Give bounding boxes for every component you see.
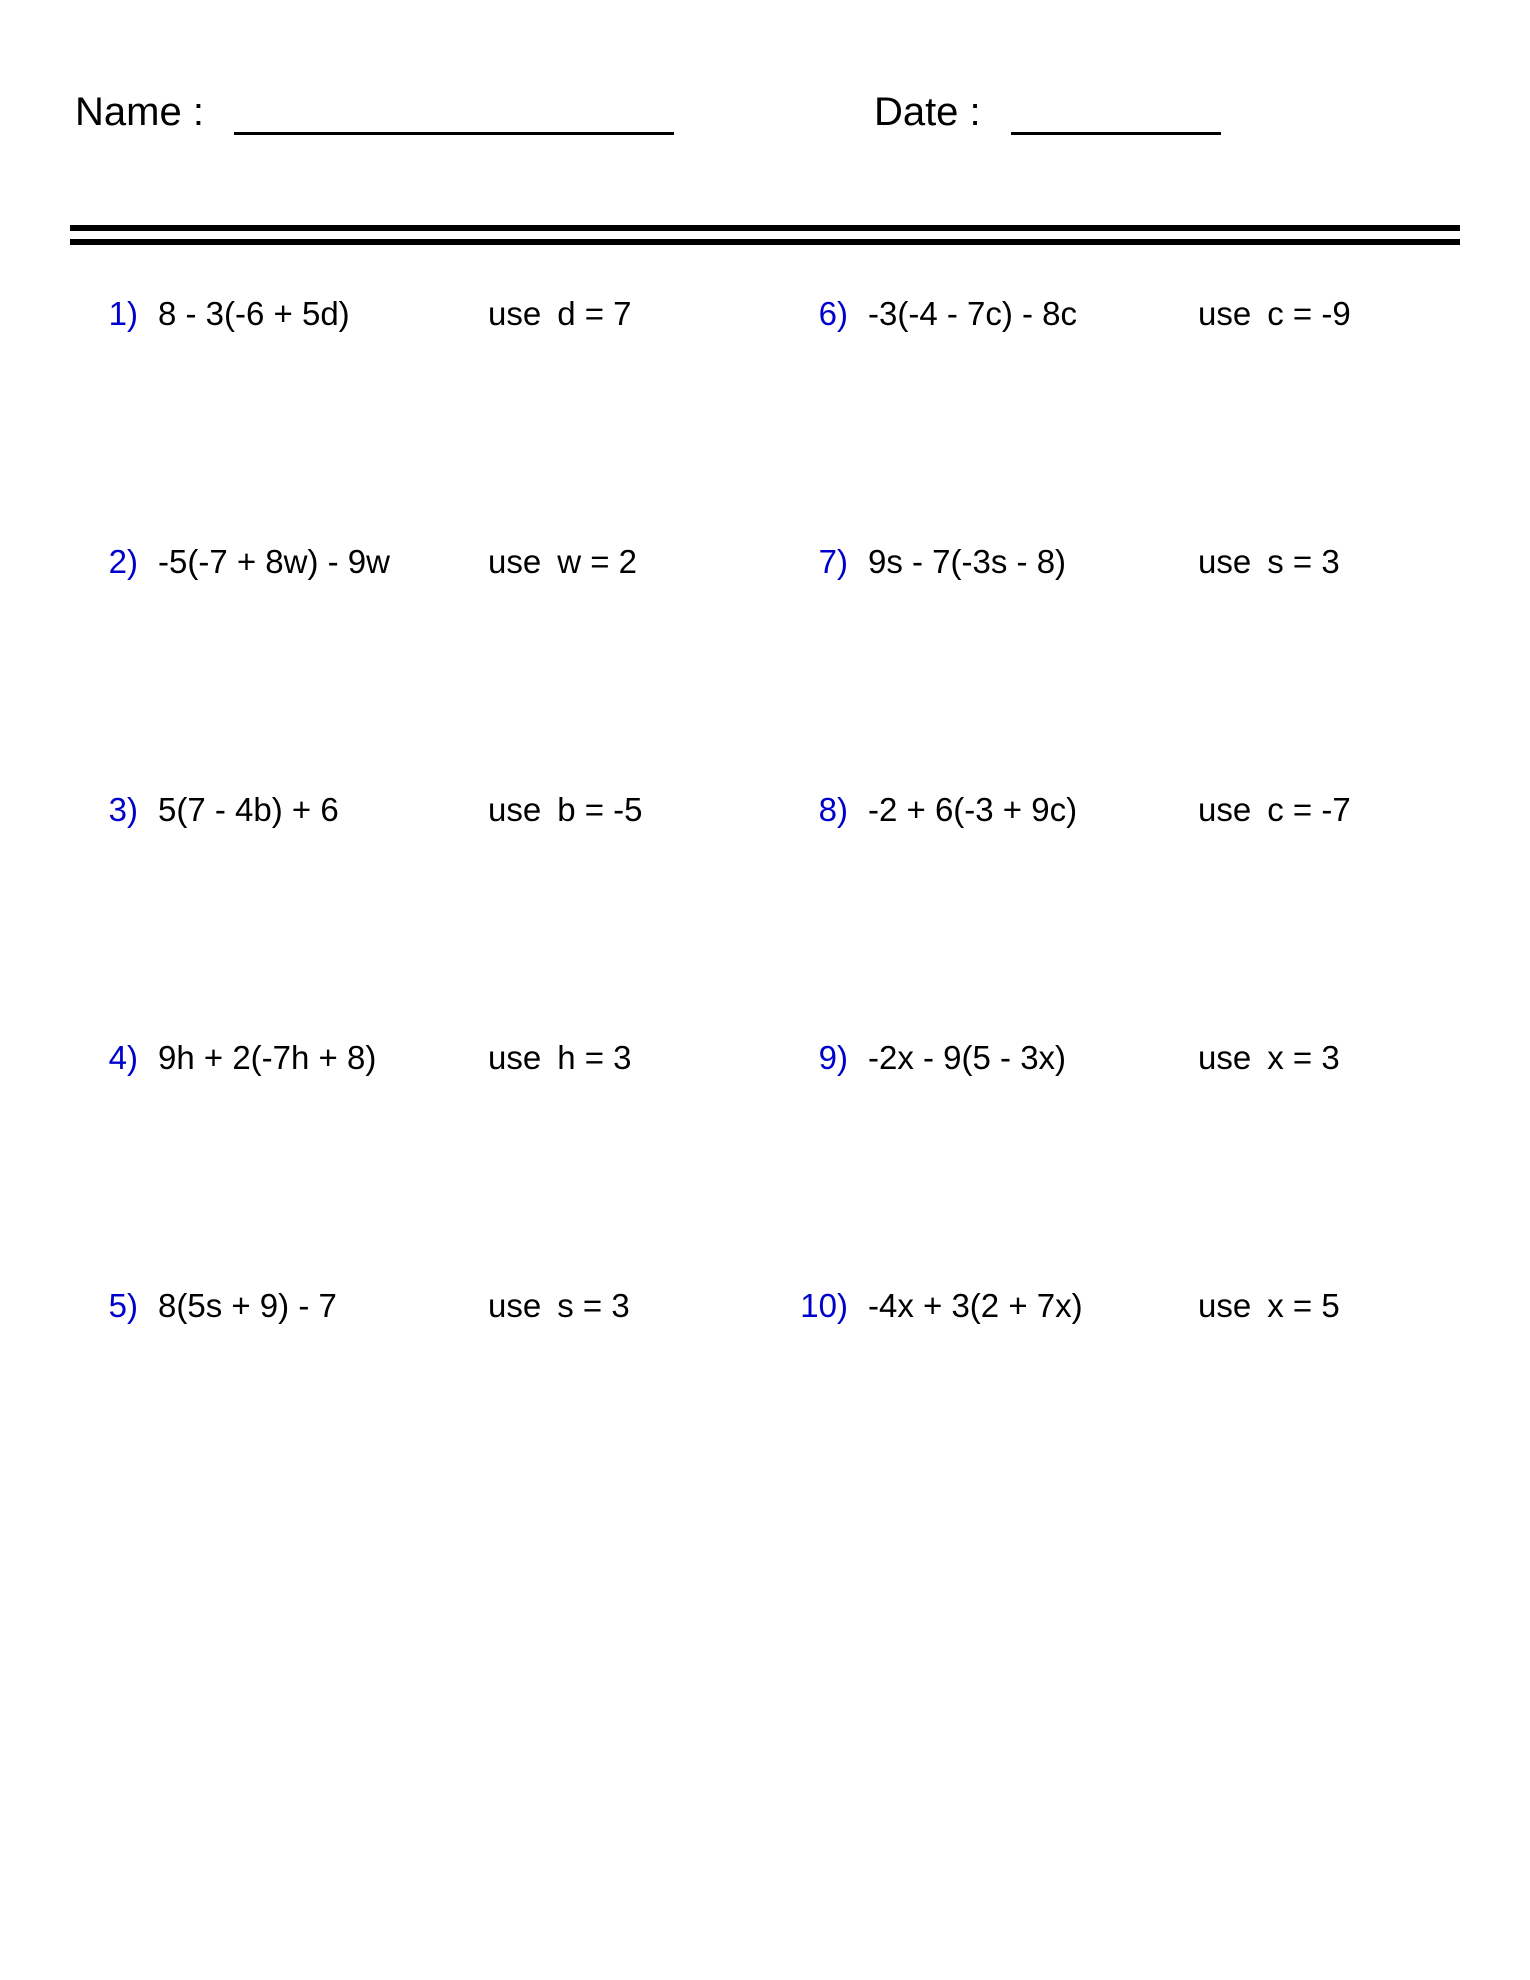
- worksheet-page: Name : Date : 1) 8 - 3(-6 + 5d) used = 7…: [0, 0, 1530, 1365]
- problem-expression: 5(7 - 4b) + 6: [158, 791, 448, 829]
- problem-number: 4): [80, 1039, 138, 1077]
- problem-number: 6): [790, 295, 848, 333]
- condition-value: c = -7: [1267, 791, 1350, 828]
- condition-value: s = 3: [557, 1287, 629, 1324]
- problem-expression: -5(-7 + 8w) - 9w: [158, 543, 448, 581]
- problem-item: 10) -4x + 3(2 + 7x) usex = 5: [790, 1287, 1460, 1325]
- problems-grid: 1) 8 - 3(-6 + 5d) used = 7 6) -3(-4 - 7c…: [70, 295, 1460, 1325]
- name-label: Name :: [75, 90, 204, 135]
- use-keyword: use: [1198, 791, 1267, 828]
- problem-number: 5): [80, 1287, 138, 1325]
- problem-condition: uses = 3: [468, 1287, 630, 1325]
- problem-item: 9) -2x - 9(5 - 3x) usex = 3: [790, 1039, 1460, 1077]
- problem-condition: uses = 3: [1178, 543, 1340, 581]
- problem-item: 7) 9s - 7(-3s - 8) uses = 3: [790, 543, 1460, 581]
- condition-value: w = 2: [557, 543, 637, 580]
- problem-number: 3): [80, 791, 138, 829]
- use-keyword: use: [1198, 543, 1267, 580]
- date-blank[interactable]: [1011, 95, 1221, 135]
- problem-condition: useh = 3: [468, 1039, 632, 1077]
- use-keyword: use: [1198, 295, 1267, 332]
- problem-number: 1): [80, 295, 138, 333]
- problem-expression: 8 - 3(-6 + 5d): [158, 295, 448, 333]
- problem-expression: -2x - 9(5 - 3x): [868, 1039, 1158, 1077]
- problem-expression: -4x + 3(2 + 7x): [868, 1287, 1158, 1325]
- condition-value: s = 3: [1267, 543, 1339, 580]
- use-keyword: use: [1198, 1287, 1267, 1324]
- problem-item: 8) -2 + 6(-3 + 9c) usec = -7: [790, 791, 1460, 829]
- problem-number: 2): [80, 543, 138, 581]
- problem-condition: usex = 5: [1178, 1287, 1340, 1325]
- condition-value: x = 5: [1267, 1287, 1339, 1324]
- problem-item: 6) -3(-4 - 7c) - 8c usec = -9: [790, 295, 1460, 333]
- use-keyword: use: [488, 1039, 557, 1076]
- problem-condition: usec = -9: [1178, 295, 1351, 333]
- condition-value: x = 3: [1267, 1039, 1339, 1076]
- problem-number: 7): [790, 543, 848, 581]
- use-keyword: use: [488, 1287, 557, 1324]
- problem-item: 1) 8 - 3(-6 + 5d) used = 7: [80, 295, 750, 333]
- date-label: Date :: [874, 90, 981, 135]
- problem-item: 5) 8(5s + 9) - 7 uses = 3: [80, 1287, 750, 1325]
- problem-condition: usex = 3: [1178, 1039, 1340, 1077]
- condition-value: b = -5: [557, 791, 642, 828]
- problem-condition: usec = -7: [1178, 791, 1351, 829]
- problem-condition: usew = 2: [468, 543, 637, 581]
- problem-condition: used = 7: [468, 295, 632, 333]
- name-blank[interactable]: [234, 95, 674, 135]
- problem-expression: 8(5s + 9) - 7: [158, 1287, 448, 1325]
- header-row: Name : Date :: [70, 90, 1460, 135]
- problem-item: 4) 9h + 2(-7h + 8) useh = 3: [80, 1039, 750, 1077]
- problem-item: 2) -5(-7 + 8w) - 9w usew = 2: [80, 543, 750, 581]
- problem-expression: 9h + 2(-7h + 8): [158, 1039, 448, 1077]
- condition-value: d = 7: [557, 295, 631, 332]
- problem-number: 10): [790, 1287, 848, 1325]
- condition-value: c = -9: [1267, 295, 1350, 332]
- use-keyword: use: [488, 543, 557, 580]
- condition-value: h = 3: [557, 1039, 631, 1076]
- use-keyword: use: [488, 295, 557, 332]
- header-divider: [70, 225, 1460, 245]
- use-keyword: use: [1198, 1039, 1267, 1076]
- problem-expression: 9s - 7(-3s - 8): [868, 543, 1158, 581]
- use-keyword: use: [488, 791, 557, 828]
- problem-number: 8): [790, 791, 848, 829]
- problem-condition: useb = -5: [468, 791, 643, 829]
- problem-expression: -3(-4 - 7c) - 8c: [868, 295, 1158, 333]
- problem-expression: -2 + 6(-3 + 9c): [868, 791, 1158, 829]
- problem-item: 3) 5(7 - 4b) + 6 useb = -5: [80, 791, 750, 829]
- problem-number: 9): [790, 1039, 848, 1077]
